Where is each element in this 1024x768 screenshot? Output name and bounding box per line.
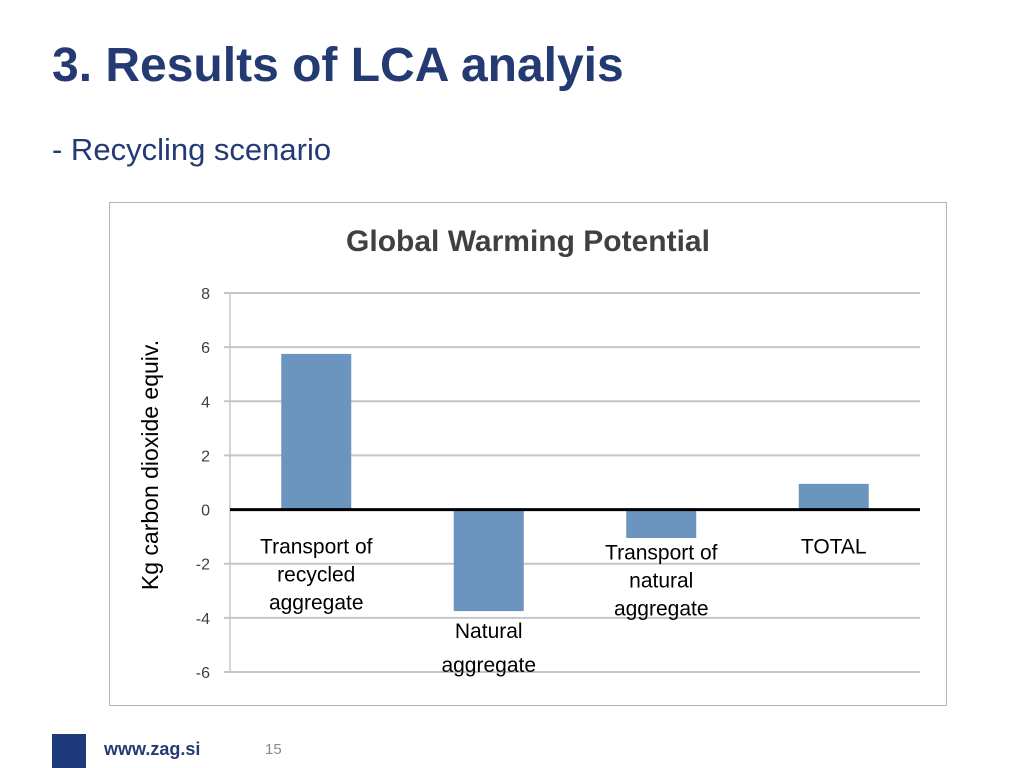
y-tick-label-5: -2 <box>196 557 210 574</box>
y-tick-label-4: 0 <box>201 503 210 520</box>
category-label-3: TOTAL <box>801 536 867 559</box>
slide-title: 3. Results of LCA analyis <box>52 39 624 92</box>
bar-3 <box>798 483 869 510</box>
gwp-chart: Global Warming Potential Kg carbon dioxi… <box>137 225 920 682</box>
y-tick-label-6: -4 <box>196 611 210 628</box>
chart-frame: Global Warming Potential Kg carbon dioxi… <box>109 202 947 706</box>
slide-subtitle: - Recycling scenario <box>52 132 332 167</box>
bar-0 <box>281 353 352 510</box>
y-tick-label-0: 8 <box>201 286 210 303</box>
y-tick-label-7: -6 <box>196 665 210 682</box>
y-axis-label: Kg carbon dioxide equiv. <box>137 340 163 590</box>
y-tick-label-3: 2 <box>201 448 210 465</box>
y-tick-labels: 8 6 4 2 0 -2 -4 -6 <box>196 286 210 682</box>
category-label-2: Transport of natural aggregate <box>605 542 718 621</box>
bars <box>281 353 869 612</box>
page-number: 15 <box>265 741 282 758</box>
y-tick-label-1: 6 <box>201 340 210 357</box>
website-link[interactable]: www.zag.si <box>104 739 201 759</box>
category-label-1: Natural aggregate <box>441 620 536 677</box>
category-labels: Transport of recycled aggregate Natural aggr… <box>260 536 867 678</box>
chart-title: Global Warming Potential <box>346 225 710 258</box>
y-tick-label-2: 4 <box>201 394 210 411</box>
brand-logo-square <box>52 734 86 768</box>
bar-1 <box>453 509 524 612</box>
category-label-0: Transport of recycled aggregate <box>260 536 373 615</box>
bar-2 <box>626 509 697 538</box>
